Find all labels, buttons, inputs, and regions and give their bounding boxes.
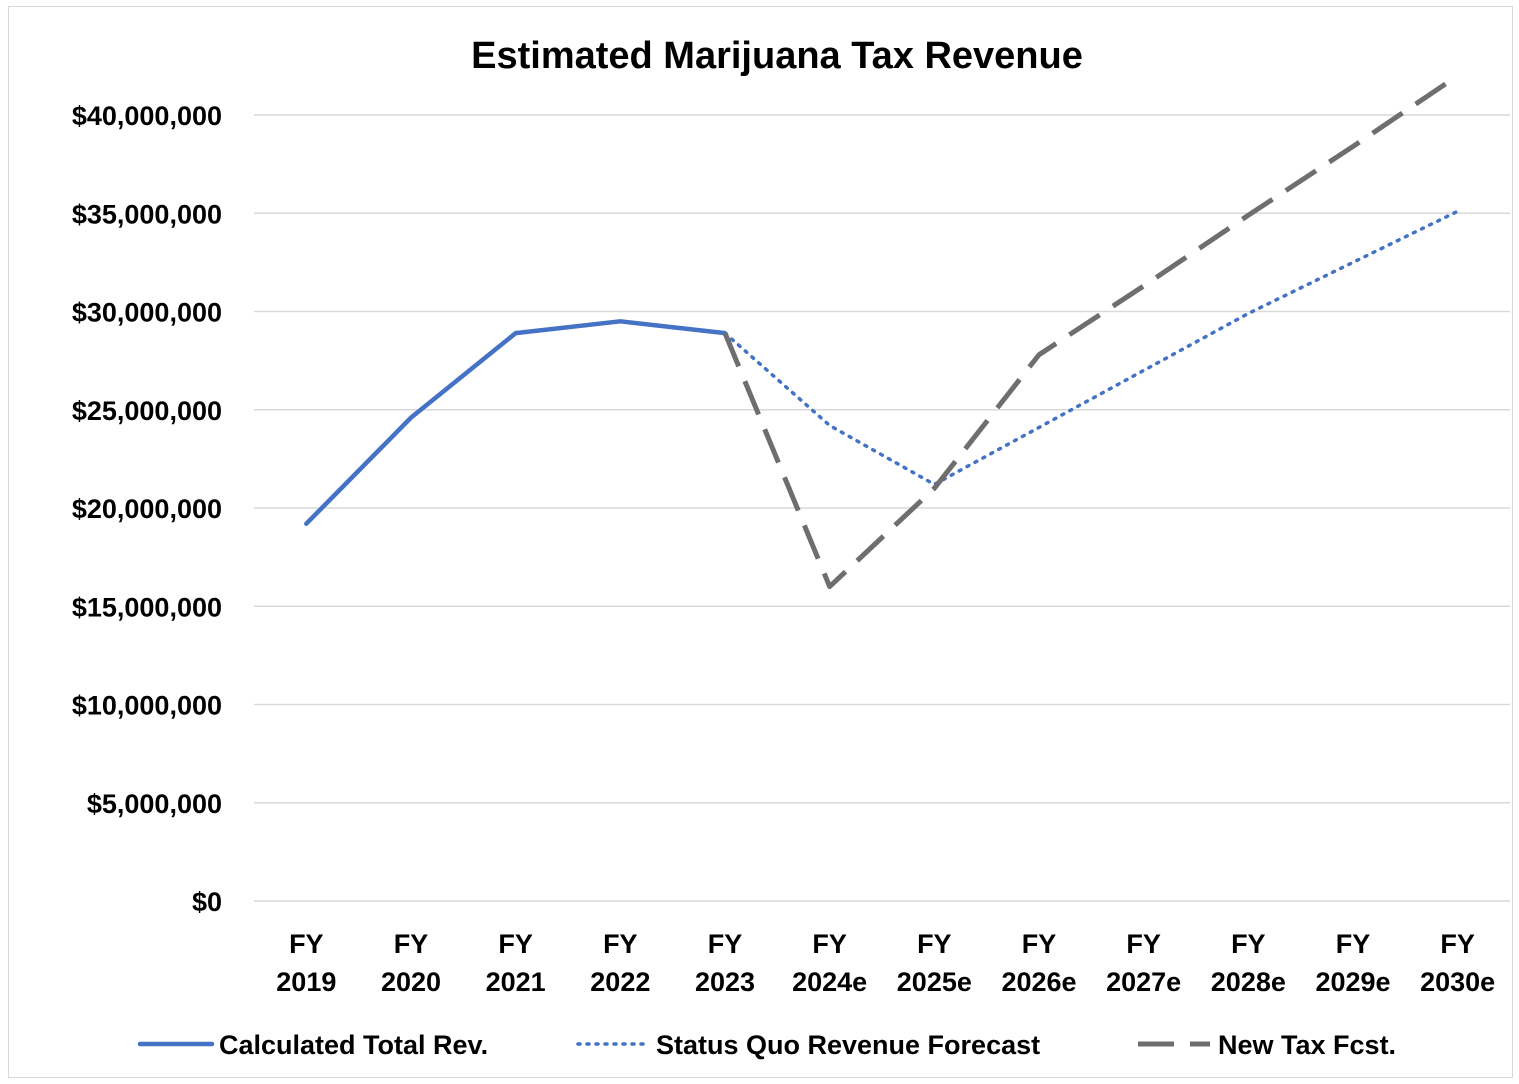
- series-line-3: [722, 73, 1460, 590]
- x-tick-label: FY: [1126, 929, 1161, 959]
- x-tick-label: 2021: [486, 967, 546, 997]
- legend-label: New Tax Fcst.: [1218, 1030, 1396, 1060]
- x-tick-label: 2030e: [1420, 967, 1495, 997]
- x-tick-label: FY: [394, 929, 429, 959]
- x-tick-label: 2027e: [1106, 967, 1181, 997]
- x-tick-label: FY: [603, 929, 638, 959]
- y-tick-label: $25,000,000: [72, 396, 222, 426]
- y-tick-label: $0: [192, 887, 222, 917]
- x-tick-label: 2026e: [1001, 967, 1076, 997]
- x-tick-label: FY: [498, 929, 533, 959]
- y-tick-label: $15,000,000: [72, 592, 222, 622]
- x-tick-label: FY: [289, 929, 324, 959]
- y-tick-label: $5,000,000: [87, 789, 222, 819]
- x-tick-label: 2028e: [1211, 967, 1286, 997]
- legend: Calculated Total Rev. Status Quo Revenue …: [137, 1030, 1396, 1060]
- y-tick-label: $35,000,000: [72, 199, 222, 229]
- chart-title: Estimated Marijuana Tax Revenue: [471, 35, 1083, 77]
- x-tick-label: FY: [1022, 929, 1057, 959]
- x-tick-label: FY: [1231, 929, 1266, 959]
- x-tick-label: FY: [1336, 929, 1371, 959]
- chart-frame: [8, 6, 1513, 1078]
- x-tick-label: 2025e: [897, 967, 972, 997]
- gridlines: [254, 114, 1510, 902]
- x-tick-label: FY: [917, 929, 952, 959]
- y-tick-label: $30,000,000: [72, 298, 222, 328]
- y-tick-label: $40,000,000: [72, 101, 222, 131]
- x-tick-label: 2019: [276, 967, 336, 997]
- series-lines: [304, 73, 1460, 590]
- series-line-1: [304, 319, 728, 526]
- x-tick-label: FY: [812, 929, 847, 959]
- series-line-2: [723, 209, 1460, 487]
- x-tick-label: 2029e: [1315, 967, 1390, 997]
- x-tick-label: 2024e: [792, 967, 867, 997]
- x-tick-label: FY: [708, 929, 743, 959]
- y-tick-label: $10,000,000: [72, 691, 222, 721]
- legend-label: Calculated Total Rev.: [219, 1030, 488, 1060]
- x-tick-label: FY: [1440, 929, 1475, 959]
- x-tick-label: 2022: [590, 967, 650, 997]
- y-axis-ticks: $0 $5,000,000 $10,000,000 $15,000,000 $20,00…: [72, 101, 222, 917]
- x-tick-label: 2023: [695, 967, 755, 997]
- x-tick-label: 2020: [381, 967, 441, 997]
- legend-label: Status Quo Revenue Forecast: [656, 1030, 1040, 1060]
- x-axis-ticks: FY 2019 FY 2020 FY 2021 FY 2022 FY 2023 FY 2024e FY 2…: [276, 929, 1495, 997]
- y-tick-label: $20,000,000: [72, 494, 222, 524]
